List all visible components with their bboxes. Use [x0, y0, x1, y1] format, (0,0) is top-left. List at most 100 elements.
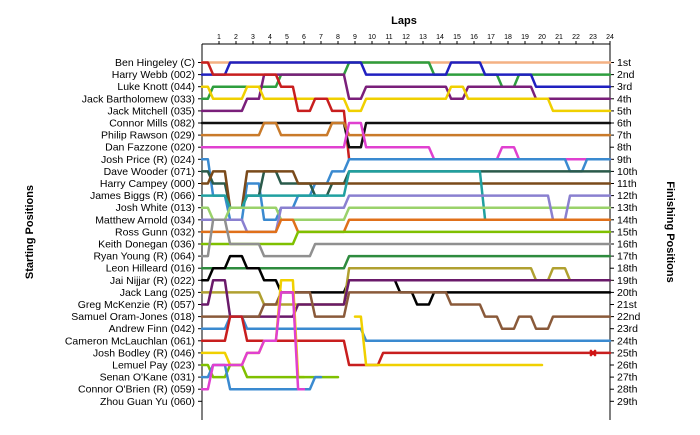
driver-line-8 — [200, 121, 612, 137]
finishing-position-label: 8th — [617, 142, 632, 154]
driver-label: Keith Donegan (036) — [98, 239, 195, 251]
finishing-position-label: 3rd — [617, 81, 632, 93]
driver-label: Luke Knott (044) — [117, 81, 195, 93]
finishing-position-label: 20th — [617, 287, 638, 299]
lap-tick-label: 10 — [368, 34, 376, 41]
driver-label: Dan Fazzone (020) — [105, 142, 195, 154]
lap-tick-label: 8 — [336, 34, 340, 41]
finishing-position-label: 5th — [617, 105, 632, 117]
driver-line-21 — [200, 266, 612, 306]
lap-tick-label: 24 — [606, 34, 614, 41]
driver-label: Ben Hingeley (C) — [115, 57, 195, 69]
finishing-position-label: 22nd — [617, 311, 641, 323]
driver-line-5 — [200, 85, 612, 113]
driver-label: Jack Mitchell (035) — [107, 105, 195, 117]
finishing-position-label: 1st — [617, 57, 631, 69]
driver-line-4 — [200, 73, 612, 113]
finishing-position-label: 16th — [617, 239, 638, 251]
driver-label: Harry Webb (002) — [112, 69, 195, 81]
driver-label: Cameron McLauchlan (061) — [65, 335, 195, 347]
markers: ✖ — [588, 347, 597, 360]
y-axis-left-label: Starting Positions — [24, 185, 36, 279]
finishing-position-label: 12th — [617, 190, 638, 202]
finishing-position-label: 25th — [617, 347, 638, 359]
finishing-position-label: 19th — [617, 275, 638, 287]
driver-label: Leon Hilleard (016) — [106, 263, 195, 275]
lap-tick-label: 6 — [302, 34, 306, 41]
lap-tick-label: 17 — [487, 34, 495, 41]
lap-tick-label: 4 — [268, 34, 272, 41]
driver-label: Senan O'Kane (031) — [100, 372, 195, 384]
driver-label: James Biggs (R) (066) — [90, 190, 195, 202]
driver-line-14 — [200, 206, 612, 222]
lap-tick-label: 16 — [470, 34, 478, 41]
driver-line-27 — [200, 363, 340, 379]
finishing-position-label: 24th — [617, 335, 638, 347]
driver-line-19 — [200, 254, 612, 270]
driver-label: Jai Nijjar (R) (022) — [110, 275, 195, 287]
driver-line-2 — [200, 61, 612, 101]
finishing-position-label: 4th — [617, 93, 632, 105]
driver-label: Josh White (013) — [116, 202, 195, 214]
driver-label: Samuel Oram-Jones (018) — [71, 311, 195, 323]
driver-line-17 — [200, 230, 612, 246]
lap-tick-label: 1 — [217, 34, 221, 41]
lap-tick-label: 18 — [504, 34, 512, 41]
finishing-position-labels: 1st2nd3rd4th5th6th7th8th9th10th11th12th1… — [610, 57, 641, 408]
lap-tick-label: 12 — [402, 34, 410, 41]
lap-tick-label: 15 — [453, 34, 461, 41]
driver-labels: Ben Hingeley (C)Harry Webb (002)Luke Kno… — [65, 57, 202, 408]
lap-tick-label: 7 — [319, 34, 323, 41]
finishing-position-label: 17th — [617, 251, 638, 263]
driver-line-16 — [200, 218, 612, 234]
lap-tick-label: 23 — [589, 34, 597, 41]
lap-tick-label: 14 — [436, 34, 444, 41]
finishing-position-label: 23rd — [617, 323, 638, 335]
finishing-position-label: 26th — [617, 360, 638, 372]
finishing-position-label: 14th — [617, 214, 638, 226]
driver-line-10 — [200, 158, 612, 222]
finishing-position-label: 13th — [617, 202, 638, 214]
finishing-position-label: 9th — [617, 154, 632, 166]
driver-line-18 — [200, 218, 612, 258]
lap-tick-label: 21 — [555, 34, 563, 41]
driver-label: Jack Bartholomew (033) — [82, 93, 195, 105]
driver-line-23 — [200, 291, 612, 330]
lap-tick-label: 20 — [538, 34, 546, 41]
driver-label: Josh Bodley (R) (046) — [93, 347, 195, 359]
driver-label: Andrew Finn (042) — [109, 323, 195, 335]
driver-label: Ross Gunn (032) — [115, 226, 195, 238]
driver-line-22 — [200, 279, 612, 318]
lap-tick-label: 22 — [572, 34, 580, 41]
driver-line-3 — [200, 61, 612, 88]
lap-tick-label: 13 — [419, 34, 427, 41]
lap-tick-label: 3 — [251, 34, 255, 41]
lap-tick-label: 11 — [385, 34, 392, 41]
driver-label: Ryan Young (R) (064) — [93, 251, 195, 263]
driver-label: Lemuel Pay (023) — [112, 360, 195, 372]
finishing-position-label: 27th — [617, 372, 638, 384]
finishing-position-label: 11th — [617, 178, 637, 190]
driver-label: Connor O'Brien (R) (059) — [78, 384, 195, 396]
lap-tick-label: 2 — [234, 34, 238, 41]
y-axis-right-label: Finishing Positions — [664, 181, 676, 282]
driver-line-12 — [200, 170, 612, 209]
finishing-position-label: 29th — [617, 396, 638, 408]
driver-label: Zhou Guan Yu (060) — [100, 396, 195, 408]
lap-tick-label: 19 — [521, 34, 529, 41]
driver-label: Greg McKenzie (R) (057) — [78, 299, 195, 311]
finishing-position-label: 21st — [617, 299, 637, 311]
driver-label: Harry Campey (000) — [100, 178, 195, 190]
finishing-position-label: 15th — [617, 226, 638, 238]
finishing-position-label: 7th — [617, 130, 632, 142]
driver-label: Connor Mills (082) — [109, 118, 195, 130]
lap-ticks: 1 2 3 4 5 6 7 8 9 10 11 12 13 14 15 16 17 18 19 20 21 22 23 24 — [217, 34, 614, 44]
finishing-position-label: 28th — [617, 384, 638, 396]
driver-label: Josh Price (R) (024) — [101, 154, 195, 166]
driver-label: Matthew Arnold (034) — [95, 214, 195, 226]
finishing-position-label: 18th — [617, 263, 638, 275]
position-lines — [200, 61, 612, 391]
retired-marker-icon: ✖ — [588, 347, 597, 360]
lap-tick-label: 5 — [285, 34, 289, 41]
